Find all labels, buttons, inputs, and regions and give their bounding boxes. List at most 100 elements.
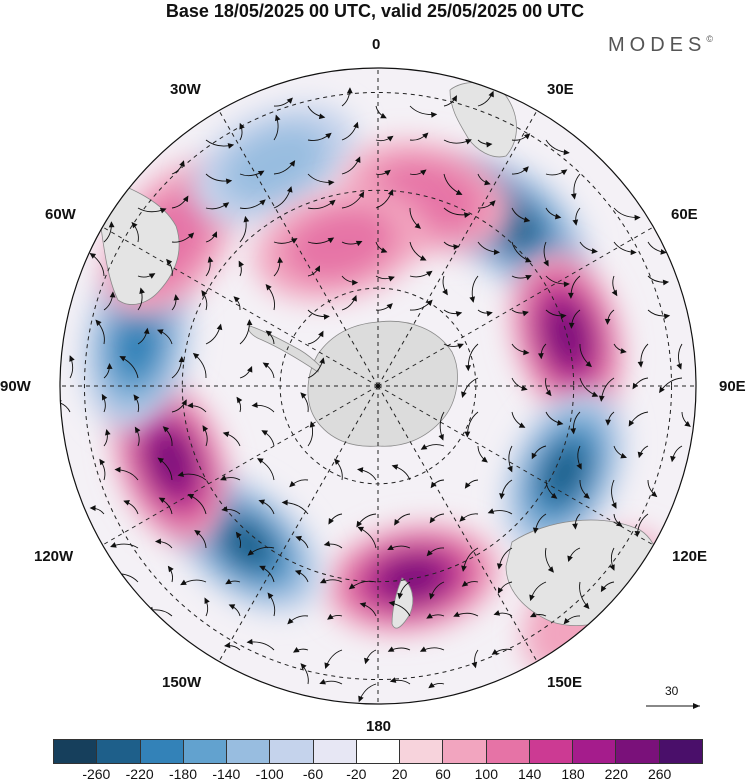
colorbar-tick-label: -140 xyxy=(212,766,241,782)
colorbar-tick-label: -220 xyxy=(125,766,154,782)
label-lon-30e: 30E xyxy=(547,81,574,98)
wind-arrowhead xyxy=(465,139,472,145)
wind-arrowhead xyxy=(178,356,185,363)
wind-arrowhead xyxy=(186,402,194,409)
wind-arrowhead xyxy=(274,114,281,122)
label-lon-90e: 90E xyxy=(719,378,746,395)
wind-arrowhead xyxy=(486,141,493,148)
wind-arrowhead xyxy=(387,544,394,551)
wind-arrowhead xyxy=(267,592,274,599)
wind-arrowhead xyxy=(634,531,641,538)
wind-arrowhead xyxy=(359,602,367,608)
wind-arrowhead xyxy=(277,256,284,264)
latitude-circle xyxy=(83,91,673,681)
colorbar-swatch xyxy=(529,740,574,763)
wind-arrowhead xyxy=(318,113,326,120)
wind-arrowhead xyxy=(257,170,265,177)
wind-arrowhead xyxy=(159,208,167,214)
wind-arrowhead xyxy=(430,481,437,489)
wind-arrowhead xyxy=(438,434,444,441)
wind-arrowhead xyxy=(464,431,471,438)
wind-arrowhead xyxy=(630,249,637,256)
wind-arrowhead xyxy=(422,132,429,139)
wind-arrowhead xyxy=(139,287,145,295)
wind-arrowhead xyxy=(287,618,294,625)
label-lon-30w: 30W xyxy=(170,81,201,98)
wind-arrowhead xyxy=(428,682,435,689)
wind-arrowhead xyxy=(663,313,671,320)
colorbar-tick-label: 140 xyxy=(517,766,542,782)
antarctica-landmass xyxy=(307,320,458,447)
wind-arrowhead xyxy=(585,361,592,368)
wind-arrowhead xyxy=(525,257,532,263)
colorbar-tick-label: -100 xyxy=(255,766,284,782)
wind-arrowhead xyxy=(620,452,627,459)
wind-arrowhead xyxy=(239,122,245,130)
wind-arrowhead xyxy=(180,579,187,586)
wind-arrowhead xyxy=(364,657,370,665)
wind-arrowhead xyxy=(484,179,491,186)
wind-arrowhead xyxy=(69,355,75,362)
wind-arrowhead xyxy=(465,365,471,372)
wind-vectors xyxy=(60,87,691,703)
wind-arrowhead xyxy=(154,538,161,545)
wind-arrowhead xyxy=(187,232,195,239)
wind-arrowhead xyxy=(531,452,537,460)
wind-arrowhead xyxy=(563,281,570,288)
wind-arrowhead xyxy=(628,420,635,427)
wind-arrowhead xyxy=(453,611,460,617)
wind-arrowhead xyxy=(95,319,102,326)
colorbar xyxy=(53,739,703,764)
wind-arrowhead xyxy=(522,166,529,173)
wind-arrowhead xyxy=(111,570,119,577)
wind-arrowhead xyxy=(563,149,570,156)
wind-arrowhead xyxy=(221,506,228,512)
wind-arrowhead xyxy=(543,259,549,267)
wind-arrowhead xyxy=(202,425,209,432)
modes-logo: MODES© xyxy=(608,34,713,57)
wind-arrowhead xyxy=(309,421,316,428)
wind-arrowhead xyxy=(568,322,575,329)
polar-map xyxy=(59,67,697,705)
wind-arrowhead xyxy=(464,482,471,489)
wind-arrowhead xyxy=(670,455,676,463)
wind-arrowhead xyxy=(104,428,111,436)
wind-arrowhead xyxy=(507,465,513,473)
wind-arrowhead xyxy=(357,526,364,533)
wind-arrowhead xyxy=(431,111,438,118)
wind-arrowhead xyxy=(173,294,180,301)
wind-arrowhead xyxy=(391,464,399,470)
wind-arrowhead xyxy=(247,549,255,556)
wind-arrowhead xyxy=(110,542,117,548)
wind-arrowhead xyxy=(314,265,321,273)
wind-arrowhead xyxy=(611,289,618,297)
colorbar-tick-label: -180 xyxy=(168,766,198,782)
wind-arrowhead xyxy=(323,540,331,547)
wind-arrowhead xyxy=(523,133,531,140)
wind-arrowhead xyxy=(192,352,200,359)
reference-vector-arrow xyxy=(646,703,700,709)
wind-arrowhead xyxy=(355,156,361,163)
wind-arrowhead xyxy=(358,191,365,199)
wind-arrowhead xyxy=(616,520,623,527)
wind-arrowhead xyxy=(380,247,388,253)
meridian-line xyxy=(377,385,654,546)
wind-arrowhead xyxy=(286,97,293,104)
wind-arrowhead xyxy=(225,178,233,185)
wind-arrowhead xyxy=(570,428,576,435)
wind-arrowhead xyxy=(426,549,433,557)
wind-arrowhead xyxy=(489,200,496,207)
label-lon-0: 0 xyxy=(372,36,381,53)
label-lon-90w: 90W xyxy=(0,378,31,395)
label-lon-60w: 60W xyxy=(45,206,76,223)
pole-marker xyxy=(375,383,381,389)
colorbar-swatch xyxy=(313,740,357,763)
wind-arrowhead xyxy=(550,492,558,499)
reference-vector-label: 30 xyxy=(665,684,679,698)
wind-arrowhead xyxy=(518,422,526,428)
wind-arrowhead xyxy=(327,237,335,244)
colorbar-tick-label: 20 xyxy=(391,766,408,782)
colorbar-tick-label: 260 xyxy=(647,766,672,782)
wind-arrowhead xyxy=(348,583,356,590)
wind-arrowhead xyxy=(334,458,341,465)
